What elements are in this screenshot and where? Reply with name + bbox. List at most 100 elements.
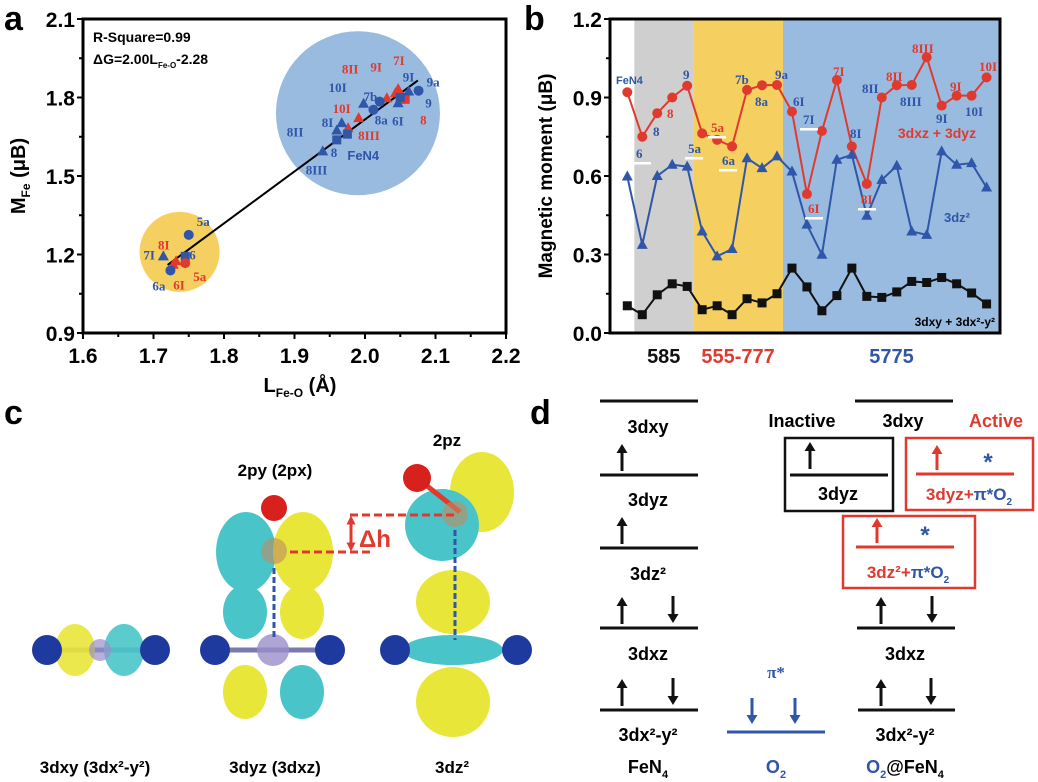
data-point-triangle xyxy=(342,122,354,133)
data-point-triangle xyxy=(726,243,738,254)
y-tick-label: 0.0 xyxy=(573,323,602,346)
point-label: 8III xyxy=(912,41,934,56)
point-label: 8III xyxy=(306,162,328,177)
point-label: 8a xyxy=(375,113,389,128)
x-axis-title-a: LFe-O (Å) xyxy=(264,373,337,400)
point-label: 8II xyxy=(287,124,304,139)
data-point-circle xyxy=(936,100,947,111)
orbital-label-2py: 2py (2px) xyxy=(238,461,313,480)
data-point-circle xyxy=(180,258,191,269)
region-label: 555-777 xyxy=(701,346,774,368)
orbital-label-2pz: 2pz xyxy=(433,431,461,450)
point-label: 8 xyxy=(667,106,674,121)
data-point-circle xyxy=(846,141,857,152)
point-label: FeN4 xyxy=(347,148,380,163)
data-point-triangle xyxy=(353,112,365,123)
data-point-triangle xyxy=(711,250,723,261)
x-tick-label: 2.2 xyxy=(491,345,520,368)
point-label: 6a xyxy=(722,153,736,168)
data-point-circle xyxy=(742,84,753,95)
point-label: 10I xyxy=(329,80,347,95)
data-point-circle xyxy=(374,96,385,107)
data-point-circle xyxy=(981,72,992,83)
delta-h-label: Δh xyxy=(359,526,391,553)
data-point-square xyxy=(712,301,722,311)
point-label: 8I xyxy=(861,192,873,207)
data-point-square xyxy=(395,93,405,102)
data-point-circle xyxy=(697,128,708,139)
data-point-circle xyxy=(816,125,827,136)
y-axis-title-a: MFe (μB) xyxy=(8,138,33,214)
data-point-triangle xyxy=(891,159,903,170)
point-label: 9I xyxy=(403,69,415,84)
point-label: 8 xyxy=(420,112,427,127)
data-point-triangle xyxy=(392,97,404,108)
orbital-caption-3dyz: 3dyz (3dxz) xyxy=(229,758,321,777)
x-tick-label: 1.8 xyxy=(209,345,239,368)
series-label-blue: 3dz² xyxy=(944,210,971,225)
data-point-triangle xyxy=(696,225,708,236)
data-point-triangle xyxy=(801,218,813,229)
x-tick-label: 1.9 xyxy=(280,345,309,368)
point-label: 8I xyxy=(158,237,170,252)
point-label: 8I xyxy=(322,115,334,130)
n-atom xyxy=(380,635,410,665)
active-3dz2-label: 3dz²+π*O2 xyxy=(867,563,950,586)
x-tick-label: 2.0 xyxy=(350,345,379,368)
data-point-circle xyxy=(667,92,678,103)
point-label: 5a xyxy=(197,214,211,229)
point-label: 10I xyxy=(333,101,351,116)
y-tick-label: 2.1 xyxy=(46,9,76,32)
torus-lobe xyxy=(403,635,503,665)
point-label: 6a xyxy=(152,278,166,293)
point-label: 6I xyxy=(808,201,820,216)
electron-arrows xyxy=(616,442,938,706)
point-label: 7b xyxy=(363,89,377,104)
data-point-circle xyxy=(891,80,902,91)
column-label-fen4: FeN4 xyxy=(628,757,669,781)
point-label: 10I xyxy=(979,59,997,74)
orbital-3dxy xyxy=(32,624,170,676)
point-label: 5a xyxy=(193,269,207,284)
region-band xyxy=(693,19,783,333)
point-label: 8a xyxy=(755,94,769,109)
data-point-circle xyxy=(413,85,424,96)
series-label-red: 3dxz + 3dyz xyxy=(898,125,976,141)
label-underline xyxy=(633,162,651,165)
n-atom xyxy=(200,635,230,665)
active-box-3dz2: * 3dz²+π*O2 xyxy=(841,514,977,590)
region-band xyxy=(782,19,1000,333)
data-point-triangle xyxy=(741,152,753,163)
point-label: 6 xyxy=(636,146,643,161)
point-label: 9 xyxy=(425,96,432,111)
data-point-triangle xyxy=(876,173,888,184)
fe-atom xyxy=(89,639,111,661)
point-label: 6I xyxy=(392,113,404,128)
point-label: 7I xyxy=(803,112,815,127)
y-tick-label: 1.2 xyxy=(573,9,602,32)
data-point-circle xyxy=(183,229,194,240)
point-label: 9a xyxy=(775,67,789,82)
label-underline xyxy=(708,136,726,139)
line-chart-b: 585 555-777 57750.00.30.60.91.2FeN46895a6a… xyxy=(573,9,1002,368)
point-label: 6I xyxy=(793,94,805,109)
data-point-square xyxy=(982,299,992,309)
orbital-3dz2 xyxy=(380,452,532,737)
data-point-circle xyxy=(165,265,176,276)
pi-star-label: π* xyxy=(767,663,785,682)
scatter-chart-a: 1.6 1.7 1.8 1.9 2.0 2.1 2.20.91.21.51.82.19a89… xyxy=(46,9,521,368)
region-label: 5775 xyxy=(869,346,914,368)
data-point-circle xyxy=(801,189,812,200)
fen4-levels xyxy=(600,399,698,712)
data-point-square xyxy=(802,282,812,292)
panel-letter-c: c xyxy=(4,394,23,432)
data-point-circle xyxy=(727,141,738,152)
data-point-circle xyxy=(876,92,887,103)
data-point-square xyxy=(967,288,977,298)
inactive-box: 3dyz xyxy=(783,436,895,513)
point-label: 9I xyxy=(936,111,948,126)
label-underline xyxy=(685,157,703,160)
point-label: 9 xyxy=(683,67,690,82)
data-point-triangle xyxy=(921,228,933,239)
panel-letter-d: d xyxy=(530,394,551,432)
